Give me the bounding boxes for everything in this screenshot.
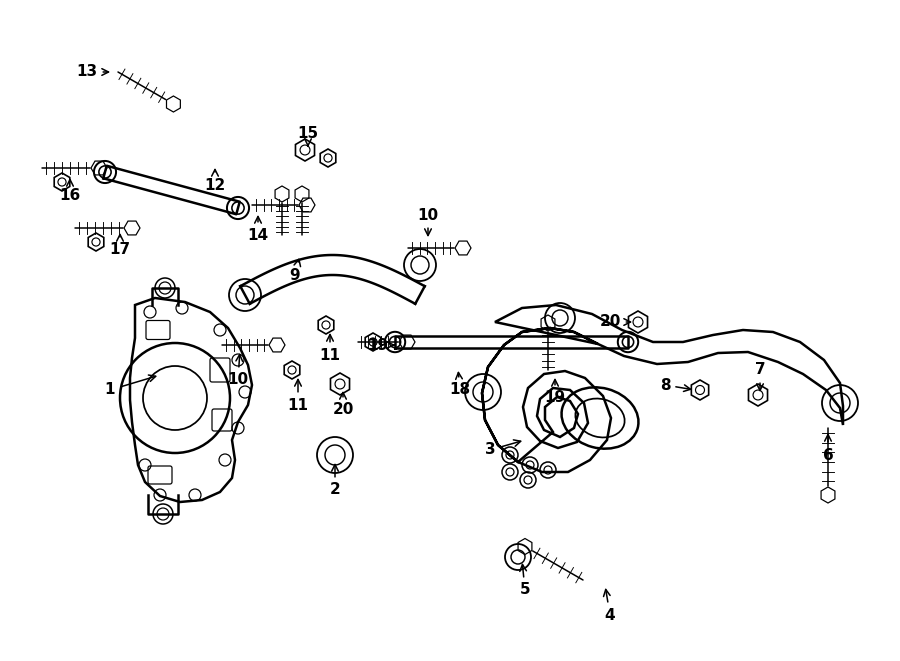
- Text: 20: 20: [332, 393, 354, 418]
- Text: 10: 10: [228, 354, 248, 387]
- Text: 16: 16: [59, 180, 81, 202]
- Text: 5: 5: [519, 564, 530, 598]
- Text: 10: 10: [418, 208, 438, 235]
- Text: 20: 20: [599, 315, 631, 329]
- Text: 19: 19: [367, 338, 394, 352]
- Text: 7: 7: [755, 362, 765, 391]
- Text: 8: 8: [660, 377, 690, 393]
- Text: 3: 3: [485, 440, 521, 457]
- Text: 12: 12: [204, 169, 226, 192]
- Text: 18: 18: [449, 372, 471, 397]
- Text: 14: 14: [248, 217, 268, 243]
- Text: 19: 19: [544, 379, 565, 405]
- Text: 6: 6: [823, 434, 833, 463]
- Text: 2: 2: [329, 465, 340, 498]
- Text: 17: 17: [110, 235, 130, 258]
- Text: 15: 15: [297, 126, 319, 146]
- Text: 9: 9: [290, 259, 301, 282]
- Text: 11: 11: [287, 379, 309, 412]
- Text: 13: 13: [76, 65, 109, 79]
- Text: 4: 4: [604, 590, 616, 623]
- Text: 11: 11: [320, 334, 340, 362]
- Text: 1: 1: [104, 375, 156, 397]
